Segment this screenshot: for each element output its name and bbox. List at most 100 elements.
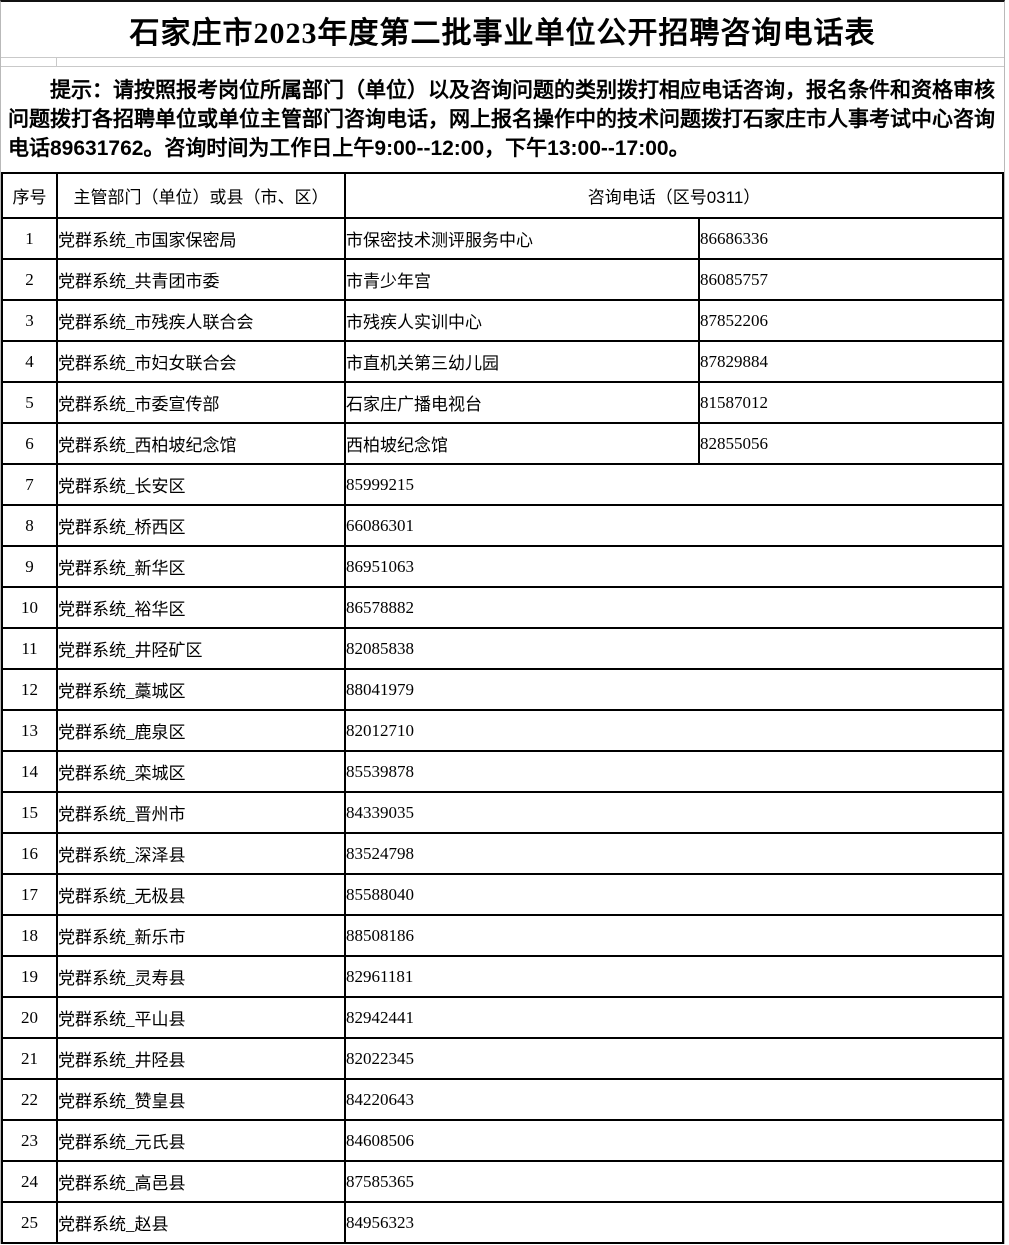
department-cell: 党群系统_西柏坡纪念馆 [56, 422, 346, 465]
phone-cell: 86085757 [698, 258, 1004, 301]
table-row: 4 党群系统_市妇女联合会 市直机关第三幼儿园 87829884 [1, 340, 1004, 383]
table-row: 3 党群系统_市残疾人联合会 市残疾人实训中心 87852206 [1, 299, 1004, 342]
table-row: 18 党群系统_新乐市 88508186 [1, 914, 1004, 957]
phone-cell: 84220643 [344, 1078, 1004, 1121]
unit-cell: 西柏坡纪念馆 [344, 422, 700, 465]
row-index-cell: 15 [1, 791, 58, 834]
header-department: 主管部门（单位）或县（市、区） [56, 172, 346, 219]
row-index-cell: 2 [1, 258, 58, 301]
header-index: 序号 [1, 172, 58, 219]
unit-cell: 市青少年宫 [344, 258, 700, 301]
row-index-cell: 23 [1, 1119, 58, 1162]
row-index-cell: 8 [1, 504, 58, 547]
department-cell: 党群系统_新乐市 [56, 914, 346, 957]
row-index-cell: 20 [1, 996, 58, 1039]
table-row: 2 党群系统_共青团市委 市青少年宫 86085757 [1, 258, 1004, 301]
row-index-cell: 4 [1, 340, 58, 383]
phone-cell: 84339035 [344, 791, 1004, 834]
header-phone: 咨询电话（区号0311） [344, 172, 1004, 219]
spacer-row [1, 58, 1004, 67]
row-index-cell: 13 [1, 709, 58, 752]
department-cell: 党群系统_共青团市委 [56, 258, 346, 301]
table-body: 1 党群系统_市国家保密局 市保密技术测评服务中心 86686336 2 党群系统_共青团… [1, 217, 1004, 1244]
row-index-cell: 24 [1, 1160, 58, 1203]
row-index-cell: 5 [1, 381, 58, 424]
department-cell: 党群系统_赞皇县 [56, 1078, 346, 1121]
phone-cell: 87852206 [698, 299, 1004, 342]
department-cell: 党群系统_藁城区 [56, 668, 346, 711]
department-cell: 党群系统_裕华区 [56, 586, 346, 629]
row-index-cell: 18 [1, 914, 58, 957]
phone-cell: 82855056 [698, 422, 1004, 465]
phone-cell: 66086301 [344, 504, 1004, 547]
row-index-cell: 17 [1, 873, 58, 916]
table-row: 21 党群系统_井陉县 82022345 [1, 1037, 1004, 1080]
table-row: 13 党群系统_鹿泉区 82012710 [1, 709, 1004, 752]
table-row: 7 党群系统_长安区 85999215 [1, 463, 1004, 506]
phone-cell: 87585365 [344, 1160, 1004, 1203]
table-row: 16 党群系统_深泽县 83524798 [1, 832, 1004, 875]
row-index-cell: 6 [1, 422, 58, 465]
table-row: 15 党群系统_晋州市 84339035 [1, 791, 1004, 834]
department-cell: 党群系统_市妇女联合会 [56, 340, 346, 383]
phone-cell: 82085838 [344, 627, 1004, 670]
phone-table: 序号 主管部门（单位）或县（市、区） 咨询电话（区号0311） 1 党群系统_市国… [1, 172, 1004, 1244]
phone-cell: 85588040 [344, 873, 1004, 916]
department-cell: 党群系统_晋州市 [56, 791, 346, 834]
department-cell: 党群系统_鹿泉区 [56, 709, 346, 752]
table-header-row: 序号 主管部门（单位）或县（市、区） 咨询电话（区号0311） [1, 172, 1004, 219]
row-index-cell: 21 [1, 1037, 58, 1080]
row-index-cell: 1 [1, 217, 58, 260]
department-cell: 党群系统_灵寿县 [56, 955, 346, 998]
phone-cell: 82022345 [344, 1037, 1004, 1080]
phone-cell: 88041979 [344, 668, 1004, 711]
department-cell: 党群系统_无极县 [56, 873, 346, 916]
row-index-cell: 10 [1, 586, 58, 629]
table-row: 17 党群系统_无极县 85588040 [1, 873, 1004, 916]
phone-cell: 82012710 [344, 709, 1004, 752]
department-cell: 党群系统_长安区 [56, 463, 346, 506]
phone-cell: 85539878 [344, 750, 1004, 793]
department-cell: 党群系统_平山县 [56, 996, 346, 1039]
department-cell: 党群系统_高邑县 [56, 1160, 346, 1203]
table-row: 25 党群系统_赵县 84956323 [1, 1201, 1004, 1244]
table-row: 5 党群系统_市委宣传部 石家庄广播电视台 81587012 [1, 381, 1004, 424]
phone-cell: 86578882 [344, 586, 1004, 629]
title-band: 石家庄市2023年度第二批事业单位公开招聘咨询电话表 [1, 2, 1004, 58]
table-row: 9 党群系统_新华区 86951063 [1, 545, 1004, 588]
notice-text: 提示：请按照报考岗位所属部门（单位）以及咨询问题的类别拨打相应电话咨询，报名条件… [8, 79, 995, 160]
department-cell: 党群系统_井陉矿区 [56, 627, 346, 670]
unit-cell: 市直机关第三幼儿园 [344, 340, 700, 383]
table-row: 22 党群系统_赞皇县 84220643 [1, 1078, 1004, 1121]
row-index-cell: 11 [1, 627, 58, 670]
phone-cell: 84608506 [344, 1119, 1004, 1162]
department-cell: 党群系统_桥西区 [56, 504, 346, 547]
phone-cell: 84956323 [344, 1201, 1004, 1244]
department-cell: 党群系统_市残疾人联合会 [56, 299, 346, 342]
phone-cell: 81587012 [698, 381, 1004, 424]
department-cell: 党群系统_井陉县 [56, 1037, 346, 1080]
department-cell: 党群系统_市国家保密局 [56, 217, 346, 260]
table-row: 12 党群系统_藁城区 88041979 [1, 668, 1004, 711]
phone-cell: 86951063 [344, 545, 1004, 588]
page-title: 石家庄市2023年度第二批事业单位公开招聘咨询电话表 [129, 16, 876, 50]
table-row: 14 党群系统_栾城区 85539878 [1, 750, 1004, 793]
table-row: 6 党群系统_西柏坡纪念馆 西柏坡纪念馆 82855056 [1, 422, 1004, 465]
phone-cell: 82942441 [344, 996, 1004, 1039]
table-row: 8 党群系统_桥西区 66086301 [1, 504, 1004, 547]
table-row: 1 党群系统_市国家保密局 市保密技术测评服务中心 86686336 [1, 217, 1004, 260]
unit-cell: 市保密技术测评服务中心 [344, 217, 700, 260]
department-cell: 党群系统_栾城区 [56, 750, 346, 793]
row-index-cell: 7 [1, 463, 58, 506]
row-index-cell: 25 [1, 1201, 58, 1244]
phone-cell: 86686336 [698, 217, 1004, 260]
unit-cell: 石家庄广播电视台 [344, 381, 700, 424]
row-index-cell: 12 [1, 668, 58, 711]
phone-cell: 83524798 [344, 832, 1004, 875]
department-cell: 党群系统_市委宣传部 [56, 381, 346, 424]
table-row: 20 党群系统_平山县 82942441 [1, 996, 1004, 1039]
table-row: 23 党群系统_元氏县 84608506 [1, 1119, 1004, 1162]
row-index-cell: 9 [1, 545, 58, 588]
department-cell: 党群系统_赵县 [56, 1201, 346, 1244]
